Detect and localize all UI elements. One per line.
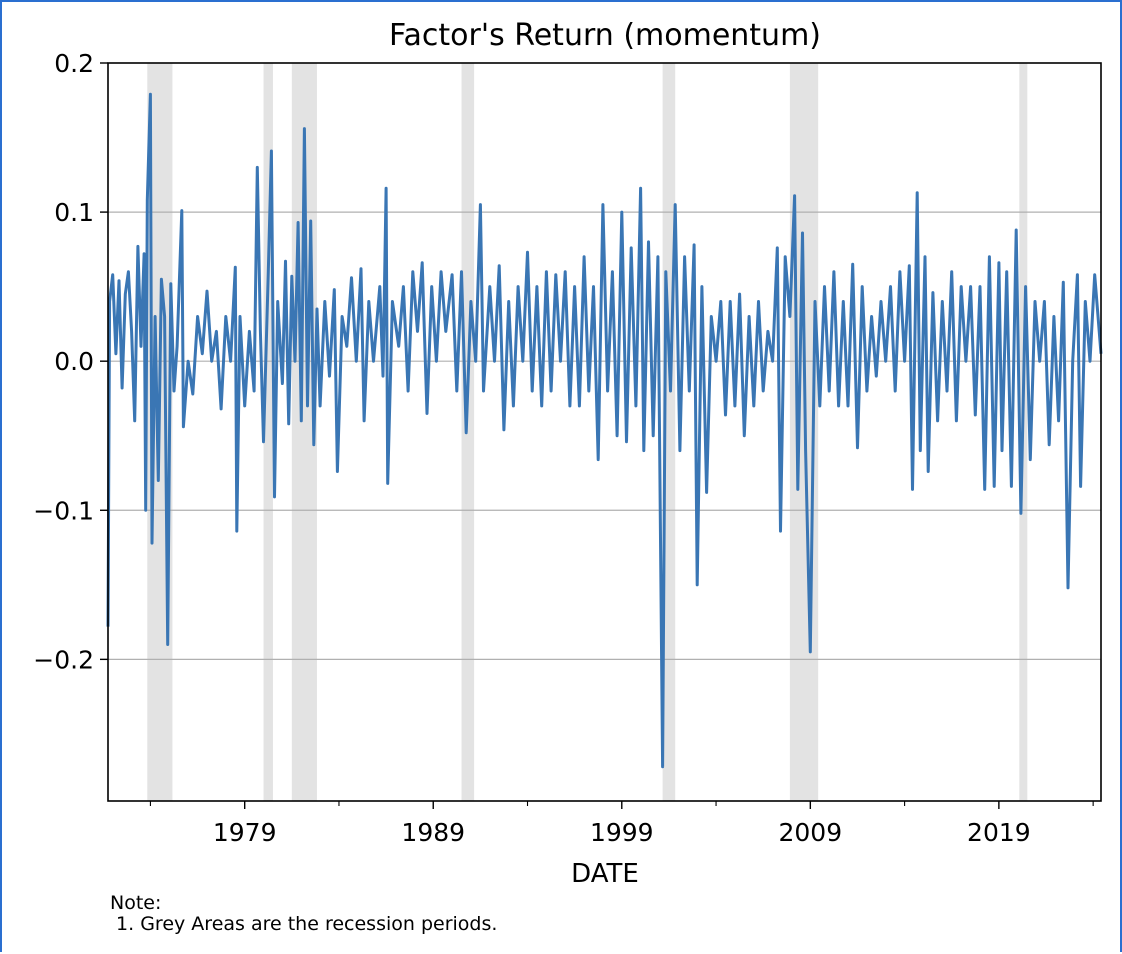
y-axis: 0.2 0.1 0.0 −0.1 −0.2 — [33, 49, 108, 674]
x-tick-label: 1979 — [213, 818, 277, 847]
plot-frame — [107, 62, 1102, 802]
recession-band-4 — [461, 63, 475, 801]
series-line-momentum — [106, 92, 1103, 769]
note-heading: Note: — [110, 892, 161, 914]
x-axis: 1979 1989 1999 2009 2019 — [149, 801, 1094, 847]
chart-title: Factor's Return (momentum) — [389, 18, 821, 53]
recession-band-5 — [662, 63, 676, 801]
x-tick-label: 1989 — [401, 818, 465, 847]
recession-band-2 — [263, 63, 273, 801]
y-tick-label: 0.1 — [54, 198, 94, 227]
note-recession-periods: 1. Grey Areas are the recession periods. — [110, 913, 497, 935]
y-tick-label: 0.2 — [54, 49, 94, 78]
recession-bands — [147, 63, 1028, 801]
x-tick-label: 1999 — [590, 818, 654, 847]
y-tick-label: 0.0 — [54, 347, 94, 376]
y-tick-label: −0.2 — [33, 645, 94, 674]
y-tick-label: −0.1 — [33, 496, 94, 525]
x-tick-label: 2009 — [779, 818, 843, 847]
x-axis-label: DATE — [571, 859, 639, 889]
x-tick-label: 2019 — [967, 818, 1031, 847]
